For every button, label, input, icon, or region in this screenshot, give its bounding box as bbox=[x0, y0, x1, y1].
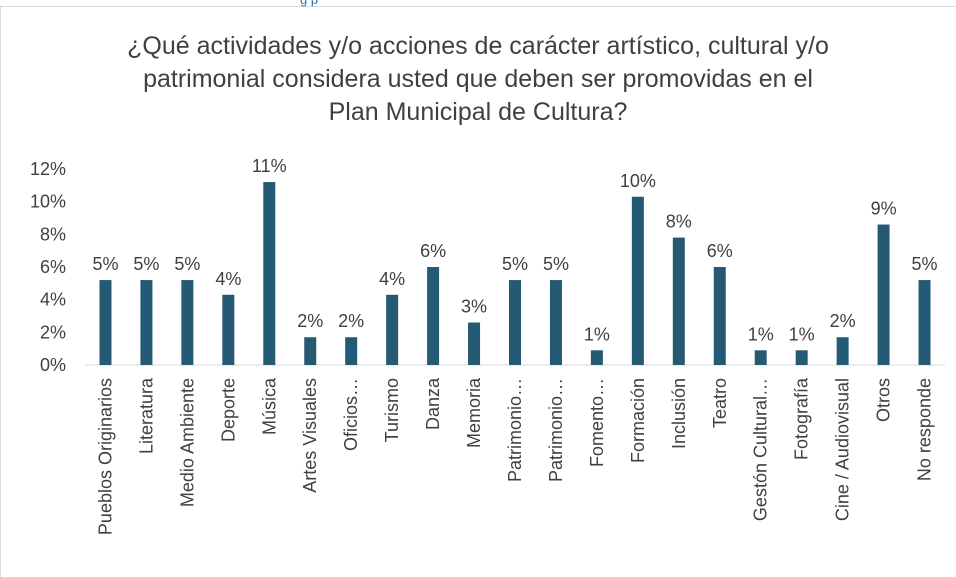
bar bbox=[222, 294, 235, 365]
data-label: 1% bbox=[748, 324, 774, 344]
x-category-label: Medio Ambiente bbox=[177, 378, 197, 507]
data-label: 4% bbox=[379, 269, 405, 289]
data-label: 5% bbox=[133, 254, 159, 274]
x-category-label: Patrimonio… bbox=[505, 378, 525, 482]
bar bbox=[140, 280, 153, 365]
data-label: 2% bbox=[297, 311, 323, 331]
x-category-label: Fotografía bbox=[792, 377, 812, 460]
bar-series bbox=[99, 182, 931, 365]
data-label: 5% bbox=[912, 254, 938, 274]
bar bbox=[386, 294, 399, 365]
y-tick-label: 6% bbox=[40, 257, 66, 277]
y-tick-label: 4% bbox=[40, 290, 66, 310]
data-label: 1% bbox=[789, 324, 815, 344]
data-label: 5% bbox=[174, 254, 200, 274]
x-category-label: Formación bbox=[628, 378, 648, 463]
data-label: 8% bbox=[666, 212, 692, 232]
x-category-label: Artes Visuales bbox=[300, 378, 320, 493]
data-label: 2% bbox=[338, 311, 364, 331]
x-category-label: Teatro bbox=[710, 378, 730, 428]
x-category-label: Literatura bbox=[136, 377, 156, 454]
bar bbox=[468, 322, 481, 365]
y-tick-label: 8% bbox=[40, 224, 66, 244]
y-tick-label: 0% bbox=[40, 355, 66, 375]
data-label: 4% bbox=[215, 269, 241, 289]
x-category-label: Oficios… bbox=[341, 378, 361, 451]
x-category-label: Música bbox=[259, 377, 279, 435]
x-category-label: Deporte bbox=[218, 378, 238, 442]
bar bbox=[549, 280, 562, 365]
bar bbox=[795, 350, 808, 365]
data-label: 9% bbox=[871, 199, 897, 219]
x-category-label: Inclusión bbox=[669, 378, 689, 449]
bar bbox=[918, 280, 931, 365]
data-label: 10% bbox=[620, 171, 656, 191]
x-category-label: No responde bbox=[915, 378, 935, 481]
x-category-label: Memoria bbox=[464, 377, 484, 448]
bar bbox=[672, 237, 685, 365]
y-tick-label: 2% bbox=[40, 322, 66, 342]
x-axis: Pueblos Originarios Literatura Medio Ambie… bbox=[95, 377, 934, 535]
chart-title-line-3: Plan Municipal de Cultura? bbox=[328, 98, 628, 126]
data-label: 3% bbox=[461, 297, 487, 317]
x-category-label: Otros bbox=[874, 378, 894, 422]
chart-title-line-1: ¿Qué actividades y/o acciones de carácte… bbox=[127, 32, 829, 60]
bar bbox=[877, 224, 890, 365]
bar bbox=[99, 280, 112, 365]
chart-title: ¿Qué actividades y/o acciones de carácte… bbox=[60, 30, 896, 129]
chart-title-line-2: patrimonial considera usted que deben se… bbox=[143, 65, 813, 93]
x-category-label: Gestón Cultural… bbox=[751, 378, 771, 521]
x-category-label: Cine / Audiovisual bbox=[833, 378, 853, 521]
data-label: 5% bbox=[502, 254, 528, 274]
x-category-label: Turismo bbox=[382, 378, 402, 442]
bar bbox=[427, 267, 440, 365]
top-fragment-text: g p bbox=[300, 0, 318, 7]
bar bbox=[263, 182, 276, 365]
bar bbox=[345, 337, 358, 365]
bar bbox=[713, 267, 726, 365]
bar bbox=[509, 280, 521, 365]
bar bbox=[754, 350, 767, 365]
data-label: 1% bbox=[584, 324, 610, 344]
data-label: 6% bbox=[707, 241, 733, 261]
bar bbox=[181, 280, 194, 365]
bar bbox=[631, 196, 644, 365]
bar bbox=[836, 337, 849, 365]
x-category-label: Patrimonio… bbox=[546, 378, 566, 482]
y-tick-label: 10% bbox=[30, 192, 66, 212]
x-category-label: Pueblos Originarios bbox=[95, 378, 115, 535]
data-label: 5% bbox=[92, 254, 118, 274]
x-category-label: Fomento… bbox=[587, 378, 607, 467]
data-labels: 5% 5% 5% 4% 11% 2% 2% 4% 6% 3% 5% 5% 1% 10% 8% 6% 1% 1% 2%… bbox=[92, 156, 937, 344]
top-strip: g p bbox=[0, 0, 956, 7]
y-tick-label: 12% bbox=[30, 159, 66, 179]
data-label: 11% bbox=[252, 156, 287, 176]
x-category-label: Danza bbox=[423, 377, 443, 430]
data-label: 6% bbox=[420, 241, 446, 261]
data-label: 2% bbox=[830, 311, 856, 331]
bar bbox=[590, 350, 603, 365]
bar bbox=[304, 337, 317, 365]
data-label: 5% bbox=[543, 254, 569, 274]
